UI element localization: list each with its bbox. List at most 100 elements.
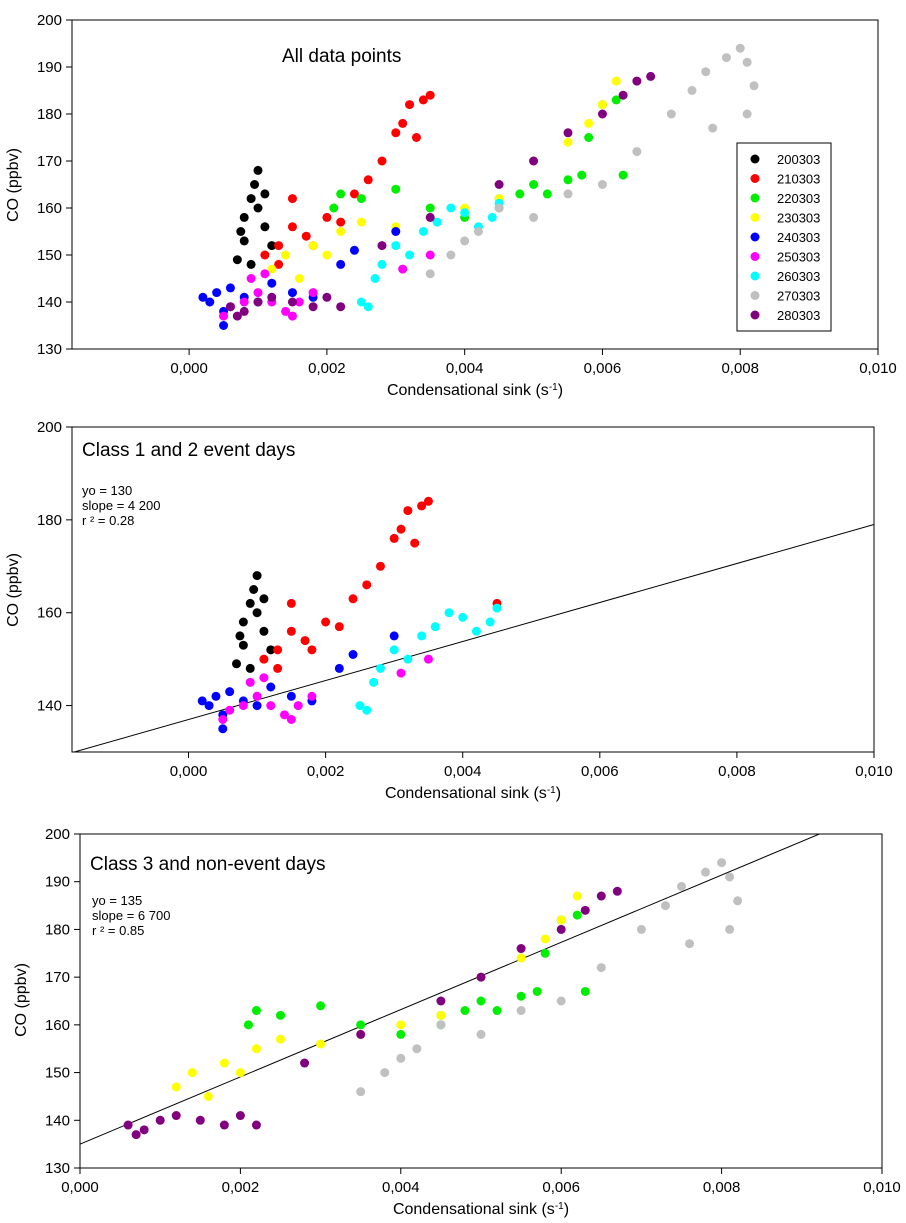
point-210303 xyxy=(410,538,420,548)
point-260303 xyxy=(485,617,495,627)
point-270303 xyxy=(725,924,735,934)
point-210303 xyxy=(286,598,296,608)
y-tick-label: 160 xyxy=(37,200,62,217)
point-270303 xyxy=(735,43,745,53)
point-280303 xyxy=(494,180,504,189)
point-270303 xyxy=(721,53,731,63)
point-210303 xyxy=(274,241,284,251)
point-270303 xyxy=(742,109,752,119)
point-220303 xyxy=(492,1006,502,1016)
point-220303 xyxy=(532,986,542,996)
point-270303 xyxy=(733,896,743,906)
y-axis-label: CO (ppbv) xyxy=(13,963,30,1037)
y-tick-label: 160 xyxy=(37,605,62,622)
point-280303 xyxy=(253,297,263,307)
point-200303 xyxy=(259,594,269,604)
point-220303 xyxy=(611,95,621,105)
point-270303 xyxy=(708,123,718,133)
point-230303 xyxy=(316,1039,326,1049)
point-280303 xyxy=(597,109,607,119)
point-260303 xyxy=(370,274,380,283)
point-240303 xyxy=(349,245,359,255)
point-260303 xyxy=(430,622,440,632)
fit-stat-3: r ² = 0.85 xyxy=(92,923,144,938)
point-240303 xyxy=(218,724,228,734)
point-200303 xyxy=(238,617,248,627)
y-tick-label: 150 xyxy=(37,247,62,264)
point-250303 xyxy=(218,715,228,724)
point-230303 xyxy=(572,891,582,901)
point-250303 xyxy=(308,288,318,298)
point-250303 xyxy=(307,691,317,701)
point-240303 xyxy=(211,691,221,701)
point-240303 xyxy=(212,288,222,298)
point-260303 xyxy=(363,302,373,312)
point-250303 xyxy=(293,701,303,711)
point-280303 xyxy=(251,1120,261,1130)
legend: 200303 210303 220303 230303 240303 250303 2603… xyxy=(736,142,832,332)
point-280303 xyxy=(139,1125,149,1135)
point-200303 xyxy=(245,598,255,608)
point-270303 xyxy=(380,1068,390,1078)
point-270303 xyxy=(446,250,456,260)
x-tick-label: 0,004 xyxy=(382,1179,420,1196)
point-250303 xyxy=(398,264,408,274)
point-230303 xyxy=(540,934,550,944)
point-280303 xyxy=(632,76,642,86)
legend-label-230303: 230303 xyxy=(777,211,820,226)
point-210303 xyxy=(260,250,270,260)
point-210303 xyxy=(349,189,359,199)
point-210303 xyxy=(273,663,283,673)
point-230303 xyxy=(563,137,573,147)
point-260303 xyxy=(405,250,415,260)
point-220303 xyxy=(529,180,539,189)
point-270303 xyxy=(725,872,735,882)
point-220303 xyxy=(542,189,552,199)
point-220303 xyxy=(572,910,582,920)
point-280303 xyxy=(563,128,573,138)
point-220303 xyxy=(540,948,550,958)
point-260303 xyxy=(391,241,401,251)
point-230303 xyxy=(396,1020,406,1030)
point-270303 xyxy=(677,881,686,891)
point-270303 xyxy=(632,147,642,157)
point-220303 xyxy=(243,1020,253,1030)
x-axis-label: Condensational sink (s-1) xyxy=(387,382,563,400)
point-200303 xyxy=(259,626,269,636)
point-200303 xyxy=(239,236,249,246)
point-220303 xyxy=(425,203,435,213)
point-260303 xyxy=(403,654,413,664)
point-220303 xyxy=(356,194,366,204)
y-tick-label: 170 xyxy=(37,153,62,170)
point-280303 xyxy=(377,241,387,251)
point-280303 xyxy=(171,1111,181,1121)
point-220303 xyxy=(563,175,573,185)
regression-line xyxy=(72,524,874,752)
point-270303 xyxy=(460,236,470,246)
point-230303 xyxy=(276,1034,285,1044)
point-200303 xyxy=(252,608,262,618)
point-200303 xyxy=(246,259,256,269)
point-280303 xyxy=(267,292,277,302)
point-270303 xyxy=(494,203,504,213)
point-280303 xyxy=(287,297,297,307)
legend-marker-210303 xyxy=(750,174,760,183)
x-tick-label: 0,008 xyxy=(703,1179,741,1196)
point-210303 xyxy=(398,118,408,128)
point-270303 xyxy=(476,1029,486,1039)
point-250303 xyxy=(246,274,256,283)
point-210303 xyxy=(307,645,317,655)
chart-panel-2: 0,000 0,002 0,004 0,006 0,008 0,010 140 160 180 2… xyxy=(5,419,893,802)
point-210303 xyxy=(377,156,387,166)
point-220303 xyxy=(584,133,594,142)
point-260303 xyxy=(446,203,456,213)
y-tick-label: 130 xyxy=(45,1160,70,1177)
point-220303 xyxy=(316,1001,326,1011)
point-280303 xyxy=(155,1115,165,1125)
point-260303 xyxy=(417,631,427,641)
point-220303 xyxy=(516,991,526,1001)
point-270303 xyxy=(563,189,573,199)
point-200303 xyxy=(260,222,270,232)
x-tick-label: 0,006 xyxy=(542,1179,580,1196)
x-tick-label: 0,004 xyxy=(444,763,482,780)
